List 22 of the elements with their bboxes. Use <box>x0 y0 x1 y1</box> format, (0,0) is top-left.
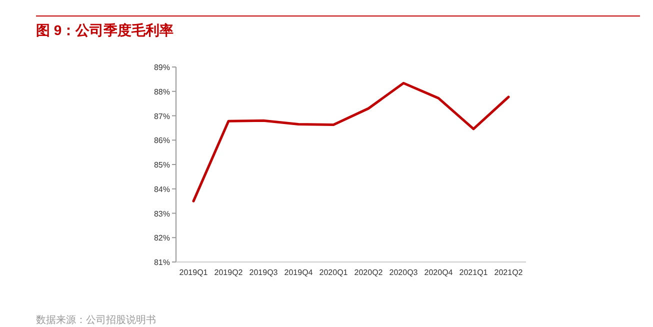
x-tick-label: 2019Q4 <box>284 268 314 277</box>
chart-title: 图 9：公司季度毛利率 <box>36 22 174 38</box>
x-tick-label: 2020Q2 <box>354 268 384 277</box>
x-tick-label: 2020Q4 <box>424 268 454 277</box>
y-tick-label: 81% <box>154 258 170 267</box>
y-tick-label: 85% <box>154 160 170 170</box>
x-tick-label: 2019Q3 <box>249 268 278 277</box>
x-tick-label: 2019Q2 <box>214 268 244 277</box>
x-tick-label: 2020Q3 <box>389 268 418 277</box>
y-tick-label: 89% <box>154 63 170 72</box>
y-tick-label: 83% <box>154 209 170 218</box>
y-tick-label: 87% <box>154 112 170 121</box>
line-series <box>192 82 510 202</box>
y-tick-label: 82% <box>154 234 170 243</box>
x-tick-label: 2020Q1 <box>319 268 348 277</box>
y-tick-label: 86% <box>154 136 170 146</box>
x-tick-label: 2019Q1 <box>179 268 208 277</box>
source-note: 数据来源：公司招股说明书 <box>36 314 156 326</box>
x-tick-label: 2021Q1 <box>459 268 488 277</box>
y-tick-label: 88% <box>154 87 170 96</box>
x-tick-label: 2021Q2 <box>494 268 524 277</box>
y-tick-label: 84% <box>154 184 170 194</box>
